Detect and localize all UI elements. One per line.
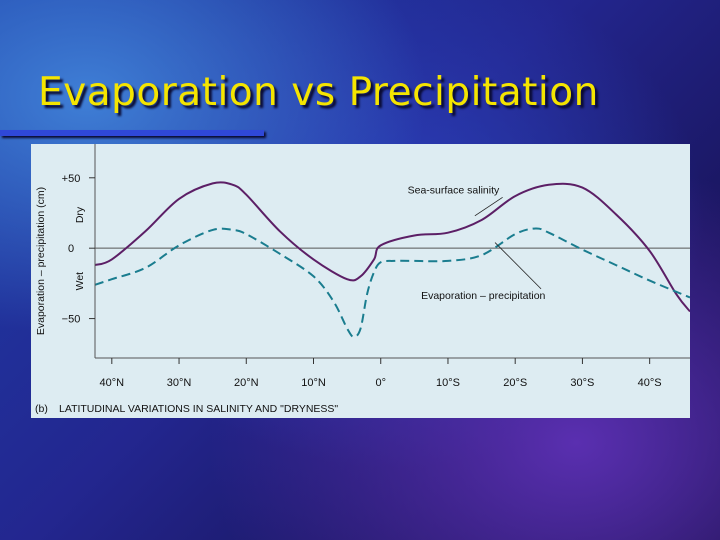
y-axis-title: Evaporation – precipitation (cm) <box>35 187 47 335</box>
x-tick-label: 40°S <box>638 377 662 389</box>
evap-precip-leader-line <box>494 242 542 290</box>
x-tick-label: 10°N <box>301 377 326 389</box>
title-underline <box>0 130 264 136</box>
salinity-leader-line <box>474 196 503 217</box>
y-tick-label: −50 <box>62 314 81 326</box>
salinity-annotation: Sea-surface salinity <box>408 184 500 196</box>
x-tick-label: 20°N <box>234 377 259 389</box>
evaporation-precipitation-line <box>94 227 690 338</box>
x-tick-label: 40°N <box>100 377 125 389</box>
y-tick-label: 0 <box>68 243 74 255</box>
panel-label: (b) <box>35 403 48 415</box>
slide-title: Evaporation vs Precipitation <box>38 70 599 115</box>
chart-panel: Sea-surface salinity Evaporation – precip… <box>31 144 690 418</box>
x-tick-label: 20°S <box>503 377 527 389</box>
y-tick-label: +50 <box>62 173 81 185</box>
salinity-line <box>94 181 690 313</box>
wet-label: Wet <box>74 272 86 291</box>
x-tick-label: 0° <box>375 377 386 389</box>
chart-caption: LATITUDINAL VARIATIONS IN SALINITY AND "… <box>59 403 338 415</box>
dry-label: Dry <box>74 206 86 223</box>
x-tick-label: 30°N <box>167 377 192 389</box>
x-tick-label: 30°S <box>570 377 594 389</box>
chart-svg: Sea-surface salinity Evaporation – precip… <box>35 144 690 415</box>
x-tick-label: 10°S <box>436 377 460 389</box>
evap-precip-annotation: Evaporation – precipitation <box>421 290 545 302</box>
